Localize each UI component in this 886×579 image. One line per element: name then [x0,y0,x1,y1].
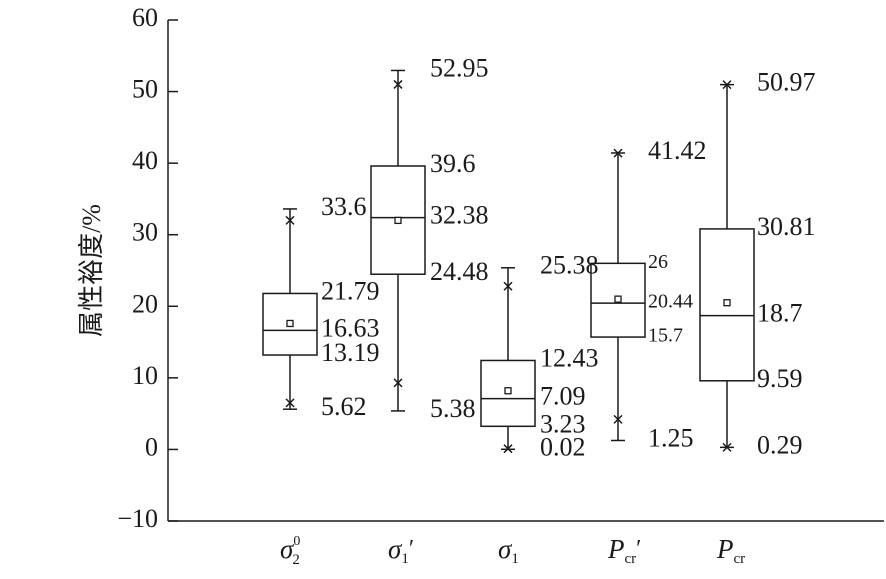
y-tick-label: 10 [132,361,158,390]
extreme-marker [285,398,295,408]
value-label-min: 0.29 [757,430,803,459]
box-item [262,208,318,410]
extreme-marker [393,378,403,388]
iqr-box [590,262,646,338]
value-label-q1: 9.59 [757,364,803,393]
value-label-max: 25.38 [540,251,599,280]
value-label-q3: 39.6 [430,149,476,178]
value-label-median: 32.38 [430,201,489,230]
mean-marker [394,216,402,225]
value-label-max: 50.97 [757,68,816,97]
value-label-q3: 30.81 [757,212,816,241]
y-tick-label: 20 [132,289,158,318]
box-item [480,267,536,454]
value-label-max: 33.6 [321,192,367,221]
x-category-label: Pcr [716,534,745,567]
value-label-min: 1.25 [648,423,694,452]
box-item [370,69,426,412]
y-tick-label: 0 [145,432,158,461]
mean-marker [723,299,731,307]
value-label-median: 20.44 [648,291,693,313]
axes: 60 50 40 30 20 10 0 −10 属性裕度/% σ0 2 σ1′ σ1 Pcr′ Pcr [77,3,884,568]
x-category-label: σ0 2 [280,534,300,568]
value-label-max: 52.95 [430,53,489,82]
extreme-marker [503,444,513,454]
extreme-marker [613,414,623,424]
y-tick-label: −10 [117,504,158,533]
mean-marker [614,295,622,303]
value-label-median: 16.63 [321,313,380,342]
extreme-marker [285,215,295,225]
y-axis-label: 属性裕度/% [77,204,106,337]
extreme-marker [503,281,513,291]
y-tick-label: 40 [132,146,158,175]
extreme-marker [393,79,403,89]
iqr-box [699,228,755,382]
iqr-box [370,165,426,275]
mean-marker [286,319,294,328]
value-label-q3: 21.79 [321,276,380,305]
x-category-label: σ1 [498,534,519,567]
iqr-box [480,359,536,428]
y-tick-label: 30 [132,218,158,247]
value-label-q3: 26 [648,251,668,273]
extreme-marker [613,148,623,158]
extreme-marker [722,80,732,90]
value-label-q1: 3.23 [540,409,586,438]
mean-marker [504,387,512,395]
value-label-max: 41.42 [648,136,707,165]
value-label-median: 18.7 [757,299,803,328]
y-tick-label: 60 [132,3,158,32]
value-label-q1: 24.48 [430,257,489,286]
x-category-label: σ1′ [388,534,414,567]
box-series [262,69,755,454]
value-label-q3: 12.43 [540,343,599,372]
value-label-median: 7.09 [540,382,586,411]
value-label-min: 0.02 [540,432,586,461]
value-label-q1: 13.19 [321,338,380,367]
y-tick-label: 50 [132,75,158,104]
box-item [590,148,646,442]
value-label-min: 5.38 [430,394,476,423]
box-item [699,80,755,452]
value-label-min: 5.62 [321,392,367,421]
iqr-box [262,292,318,356]
value-label-q1: 15.7 [648,325,683,347]
x-category-label: Pcr′ [607,534,641,567]
extreme-marker [722,442,732,452]
